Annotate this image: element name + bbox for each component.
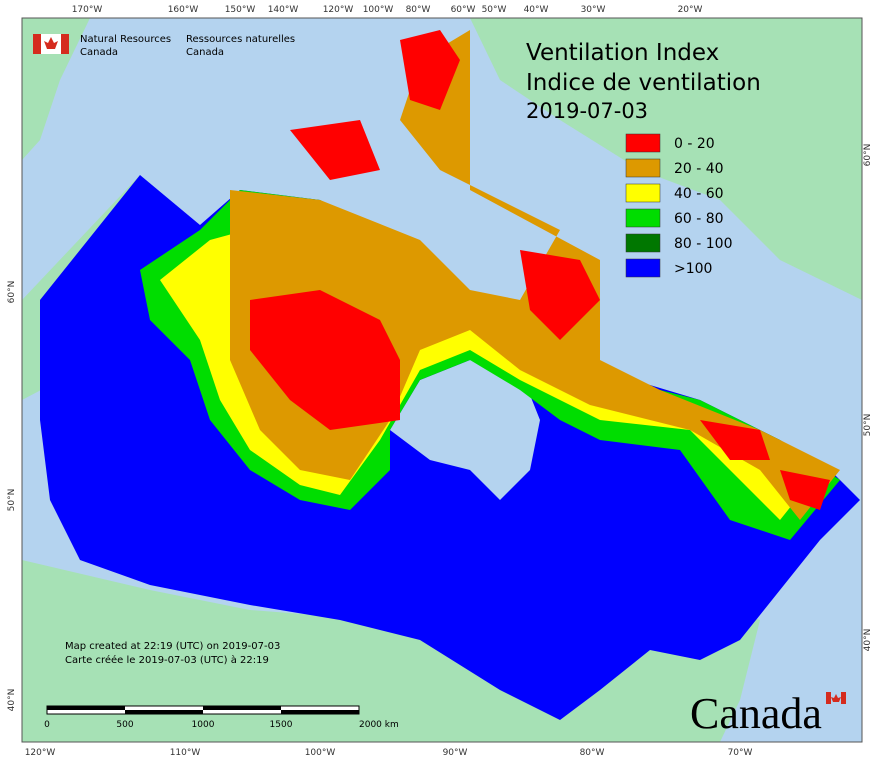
legend-label: 80 - 100 <box>674 236 733 252</box>
agency-fr: Canada <box>186 47 224 58</box>
flag-bar <box>61 34 69 54</box>
flag-bar <box>33 34 41 54</box>
latitude-label: 60°N <box>7 281 17 304</box>
flag-bar <box>841 692 846 704</box>
scale-bar <box>46 705 360 715</box>
longitude-label: 20°W <box>678 5 703 15</box>
map-frame <box>21 17 863 743</box>
longitude-label: 80°W <box>406 5 431 15</box>
agency-fr: Ressources naturelles <box>186 34 295 45</box>
graticule-labels: 170°W 160°W 150°W 140°W 120°W 100°W 80°W 60°W 50… <box>7 5 873 758</box>
map-title: Indice de ventilation <box>526 70 761 96</box>
wordmark-flag <box>826 692 846 704</box>
scale-label: 1500 <box>270 720 293 730</box>
scale-seg <box>47 706 125 710</box>
canada-wordmark: Canada <box>690 689 822 738</box>
greenland <box>470 18 862 300</box>
scale-labels: 0 500 1000 1500 2000 km <box>44 720 399 730</box>
latitude-label: 60°N <box>863 144 873 167</box>
longitude-label: 40°W <box>524 5 549 15</box>
legend-label: 20 - 40 <box>674 161 724 177</box>
longitude-label: 170°W <box>72 5 103 15</box>
legend-label: 0 - 20 <box>674 136 715 152</box>
longitude-label: 120°W <box>323 5 354 15</box>
latitude-label: 50°N <box>7 489 17 512</box>
scale-seg <box>125 710 203 714</box>
scale-seg <box>281 710 359 714</box>
scale-label: 500 <box>116 720 133 730</box>
created-note: Map created at 22:19 (UTC) on 2019-07-03 <box>65 641 280 652</box>
agency-en: Canada <box>80 47 118 58</box>
longitude-label: 80°W <box>580 748 605 758</box>
longitude-label: 160°W <box>168 5 199 15</box>
legend-label: 40 - 60 <box>674 186 724 202</box>
scale-seg <box>203 706 281 710</box>
maple-leaf <box>44 37 58 49</box>
legend-swatch <box>625 158 661 178</box>
legend-swatch <box>625 208 661 228</box>
flag-bar <box>826 692 831 704</box>
agency-en: Natural Resources <box>80 34 171 45</box>
band-0-20 <box>250 30 830 510</box>
latitude-label: 50°N <box>863 414 873 437</box>
map-date: 2019-07-03 <box>526 99 648 123</box>
maple-leaf <box>831 694 841 702</box>
latitude-label: 40°N <box>7 689 17 712</box>
latitude-label: 40°N <box>863 629 873 652</box>
legend-label: 60 - 80 <box>674 211 724 227</box>
longitude-label: 150°W <box>225 5 256 15</box>
legend-label: >100 <box>674 261 712 277</box>
legend-swatch <box>625 183 661 203</box>
legend-swatch <box>625 133 661 153</box>
longitude-label: 100°W <box>305 748 336 758</box>
longitude-label: 110°W <box>170 748 201 758</box>
longitude-label: 140°W <box>268 5 299 15</box>
longitude-label: 50°W <box>482 5 507 15</box>
map-title: Ventilation Index <box>526 40 719 66</box>
scale-label: 2000 km <box>359 720 399 730</box>
longitude-label: 70°W <box>728 748 753 758</box>
legend: 0 - 20 20 - 40 40 - 60 60 - 80 80 - 100 >100 <box>625 133 733 278</box>
frame-border <box>21 17 863 743</box>
hudson-bay <box>390 360 540 500</box>
longitude-label: 30°W <box>581 5 606 15</box>
created-note: Carte créée le 2019-07-03 (UTC) à 22:19 <box>65 654 269 666</box>
legend-swatch <box>625 258 661 278</box>
legend-swatch <box>625 233 661 253</box>
nrcan-logo <box>33 34 69 54</box>
longitude-label: 60°W <box>451 5 476 15</box>
scale-label: 0 <box>44 720 50 730</box>
scale-label: 1000 <box>192 720 215 730</box>
longitude-label: 100°W <box>363 5 394 15</box>
longitude-label: 120°W <box>25 748 56 758</box>
longitude-label: 90°W <box>443 748 468 758</box>
